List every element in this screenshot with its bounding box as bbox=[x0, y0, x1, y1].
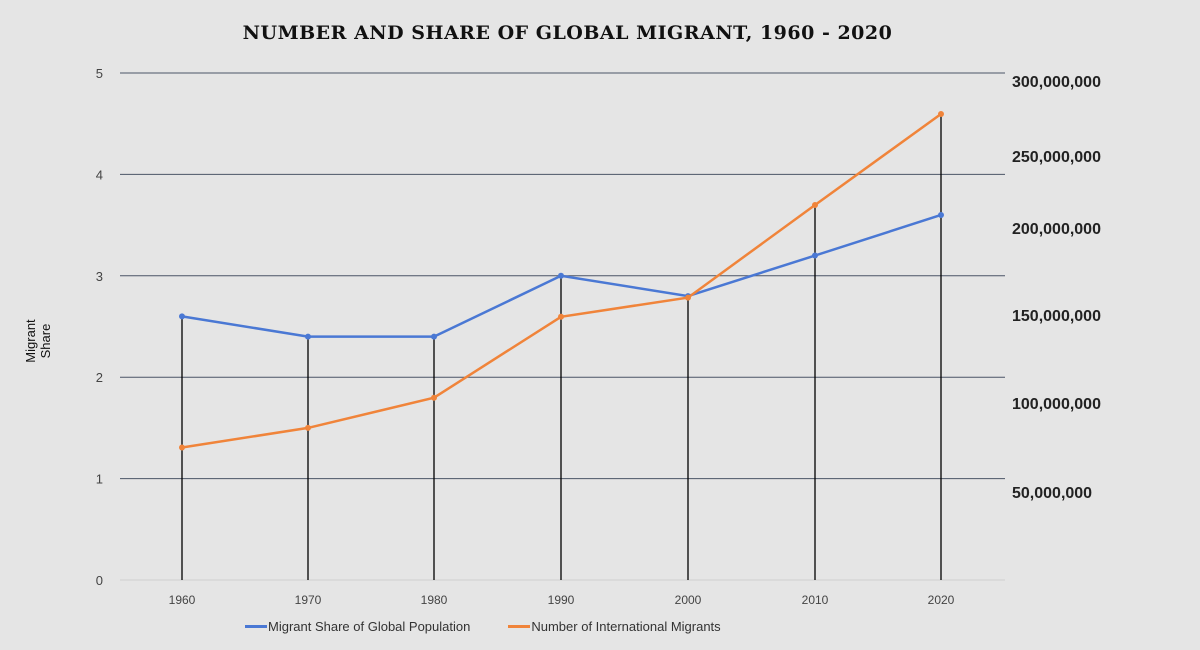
legend: Migrant Share of Global Population Numbe… bbox=[245, 619, 721, 634]
y2-tick-label: 100,000,000 bbox=[1012, 396, 1101, 413]
y2-tick-label: 150,000,000 bbox=[1012, 308, 1101, 325]
x-tick-label: 1960 bbox=[169, 593, 196, 607]
data-point bbox=[305, 333, 311, 340]
legend-swatch-share bbox=[245, 625, 267, 628]
data-point bbox=[558, 272, 564, 279]
x-tick-label: 2000 bbox=[675, 593, 702, 607]
data-point bbox=[685, 294, 691, 301]
legend-label-share: Migrant Share of Global Population bbox=[268, 619, 471, 634]
legend-label-migrants: Number of International Migrants bbox=[531, 619, 721, 634]
legend-swatch-migrants bbox=[508, 625, 531, 628]
y2-tick-label: 250,000,000 bbox=[1012, 149, 1101, 166]
y-tick-label: 3 bbox=[96, 269, 103, 284]
chart-title: NUMBER AND SHARE OF GLOBAL MIGRANT, 1960… bbox=[242, 22, 893, 44]
y-tick-label: 4 bbox=[96, 167, 103, 182]
data-point bbox=[179, 444, 185, 451]
legend-item-migrants: Number of International Migrants bbox=[508, 619, 721, 634]
y-tick-label: 1 bbox=[96, 472, 103, 487]
x-tick-label: 1980 bbox=[421, 593, 448, 607]
data-point bbox=[812, 252, 818, 259]
x-tick-label: 2020 bbox=[928, 593, 955, 607]
data-point bbox=[431, 394, 437, 401]
x-tick-label: 1990 bbox=[548, 593, 575, 607]
data-point bbox=[938, 111, 944, 117]
y2-tick-label: 200,000,000 bbox=[1012, 221, 1101, 238]
y2-tick-label: 50,000,000 bbox=[1012, 485, 1092, 502]
x-tick-label: 2010 bbox=[802, 593, 829, 607]
data-point bbox=[938, 211, 944, 218]
legend-item-share: Migrant Share of Global Population bbox=[245, 619, 470, 634]
data-point bbox=[431, 333, 437, 340]
data-point bbox=[305, 424, 311, 431]
y-tick-label: 0 bbox=[96, 573, 103, 588]
data-point bbox=[558, 313, 564, 320]
y-tick-label: 5 bbox=[96, 66, 103, 81]
y-tick-label: 2 bbox=[96, 370, 103, 385]
y2-tick-label: 300,000,000 bbox=[1012, 74, 1101, 91]
data-point bbox=[179, 313, 185, 320]
data-point bbox=[812, 201, 818, 208]
x-tick-label: 1970 bbox=[295, 593, 322, 607]
